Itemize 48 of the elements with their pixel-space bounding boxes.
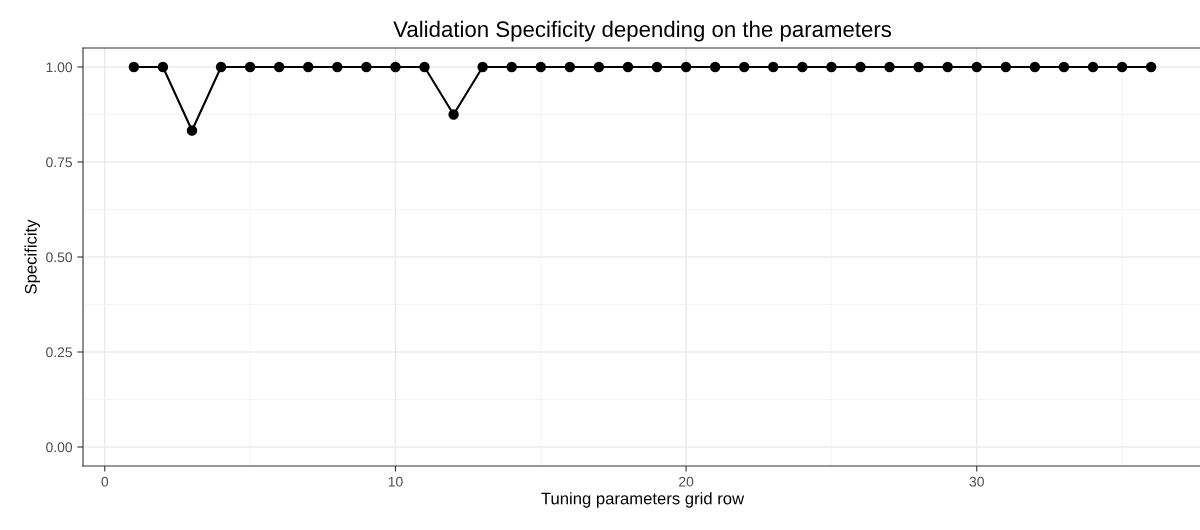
x-tick-label: 30 [969, 476, 984, 487]
point [1058, 61, 1070, 73]
point [768, 61, 779, 73]
y-tick-label: 0.00 [46, 442, 73, 453]
point [128, 61, 140, 73]
point [1000, 61, 1012, 73]
point [826, 61, 837, 73]
y-tick-label: 0.25 [46, 347, 72, 358]
point [390, 61, 401, 73]
x-tick-label: 0 [101, 476, 109, 487]
point [593, 61, 605, 73]
point [477, 61, 488, 73]
point [651, 61, 663, 73]
point [273, 61, 285, 73]
point [564, 61, 576, 73]
point [535, 61, 546, 73]
point [884, 61, 895, 73]
point [942, 61, 953, 73]
point [244, 61, 256, 73]
y-tick-label: 0.75 [46, 157, 72, 168]
point [913, 61, 924, 73]
point [855, 61, 866, 73]
point [971, 61, 982, 73]
chart-title: Validation Specificity depending on the parameters [393, 20, 892, 42]
x-tick-label: 10 [388, 476, 403, 487]
point [739, 61, 750, 73]
point [448, 109, 459, 120]
point [1145, 61, 1157, 73]
y-axis-title: Specificity [24, 219, 40, 294]
point [622, 61, 634, 73]
point [709, 61, 721, 73]
point [332, 61, 343, 73]
point [1087, 61, 1099, 73]
point [157, 61, 169, 73]
x-tick-label: 20 [679, 476, 694, 487]
point [303, 61, 314, 73]
y-tick-label: 1.00 [46, 62, 73, 73]
y-tick-label: 0.50 [46, 252, 73, 263]
point [797, 61, 808, 73]
point [1116, 61, 1128, 73]
point [215, 61, 227, 73]
point [1029, 61, 1041, 73]
point [419, 61, 430, 73]
point [361, 61, 372, 73]
x-axis-title: Tuning parameters grid row [541, 492, 745, 508]
point [186, 125, 198, 136]
point [506, 61, 517, 73]
point [680, 61, 692, 73]
